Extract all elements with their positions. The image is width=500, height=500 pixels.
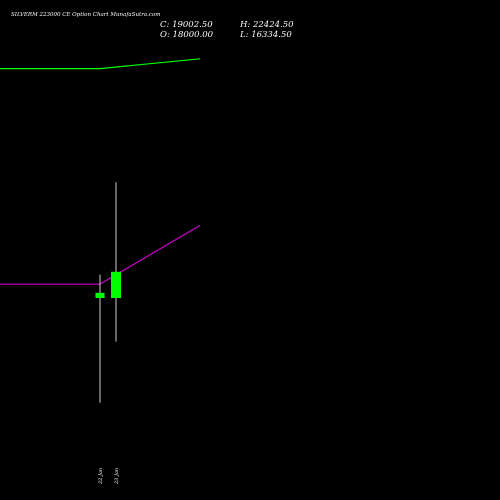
candles: [95, 182, 121, 403]
candle-body: [95, 292, 105, 298]
candle: [111, 182, 121, 342]
open-value: O: 18000.00: [160, 30, 214, 40]
close-value: C: 19002.50: [160, 20, 213, 30]
high-value: H: 22424.50: [239, 20, 294, 30]
candle: [95, 274, 105, 403]
x-tick-label: 23 Jan: [114, 468, 120, 485]
candle-body: [111, 271, 121, 298]
x-axis-ticks: 22 Jan 23 Jan: [98, 468, 120, 485]
x-tick-label: 22 Jan: [98, 468, 104, 485]
series-line-1: [0, 58, 201, 70]
low-value: L: 16334.50: [239, 30, 292, 40]
chart-title: SILVERM 223000 CE Option Chart MunafaSut…: [11, 12, 160, 18]
